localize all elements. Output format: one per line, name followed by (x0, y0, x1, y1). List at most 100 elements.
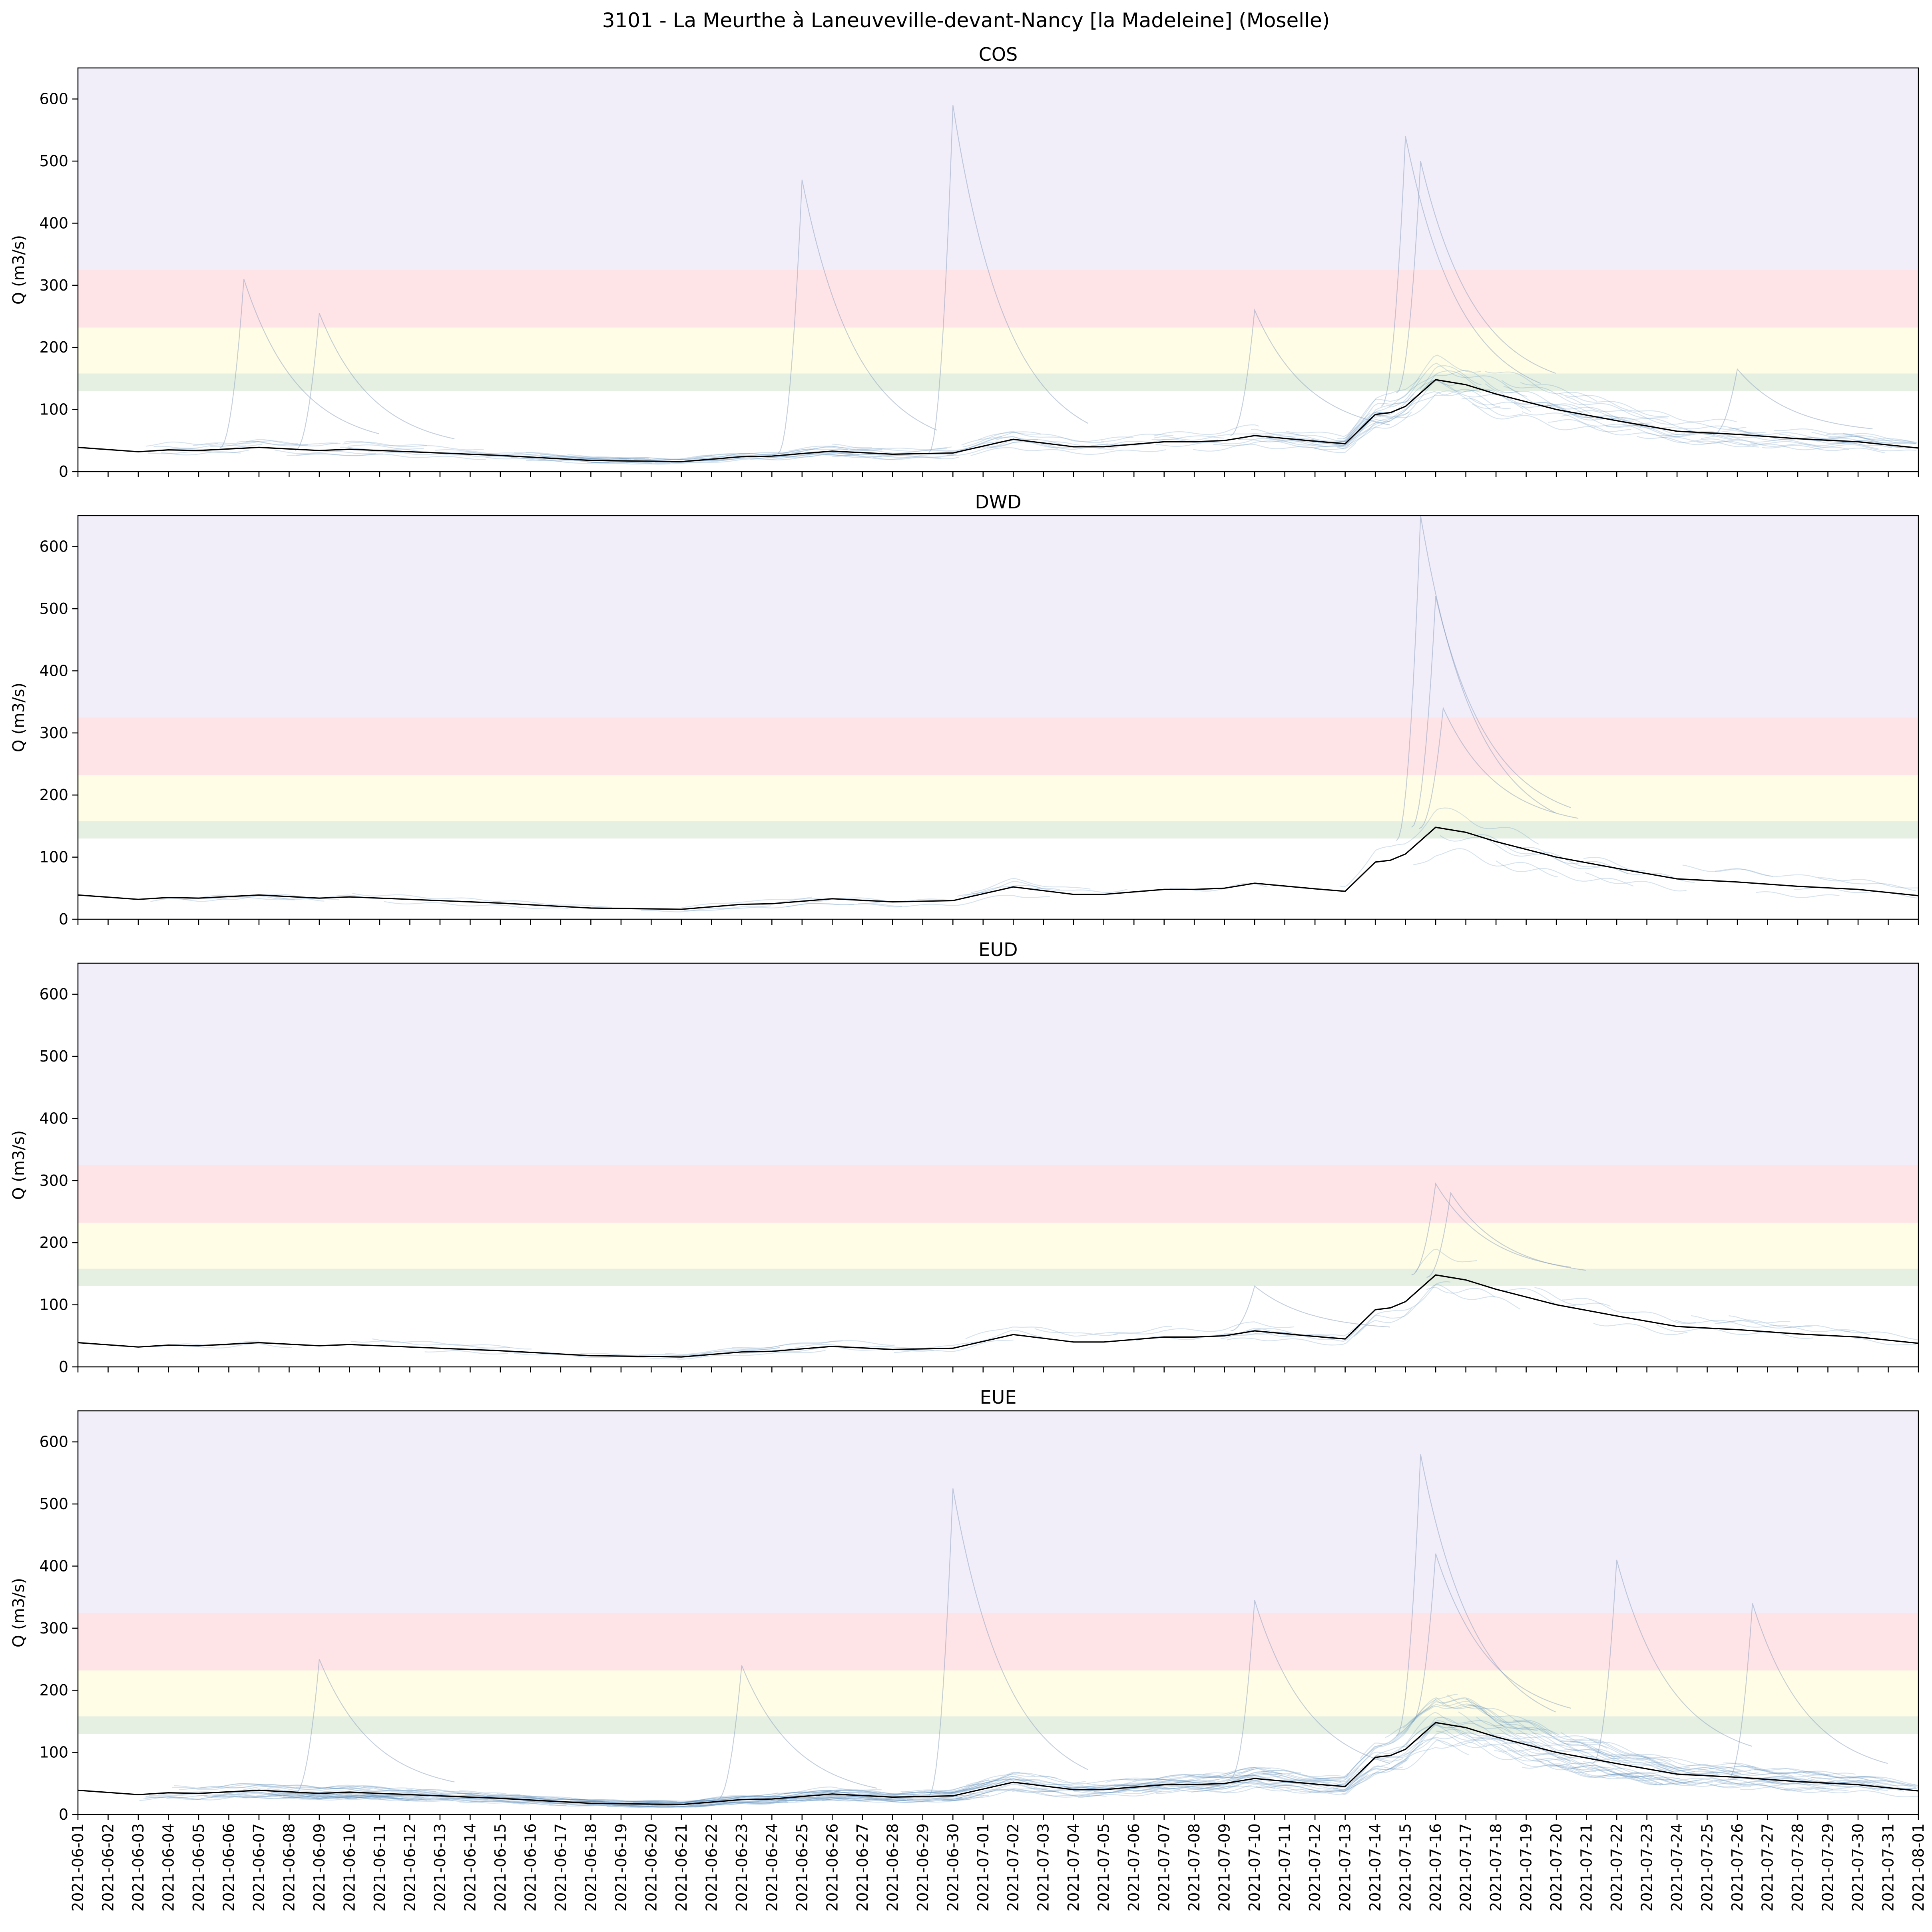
ensemble-member (940, 1790, 1104, 1801)
ensemble-member (1341, 1765, 1403, 1794)
ensemble-spike (1396, 1454, 1556, 1737)
ensemble-member (210, 441, 308, 447)
ensemble-member (558, 1798, 677, 1802)
ensemble-member (330, 1788, 482, 1797)
ensemble-member (193, 440, 338, 446)
x-tick-label: 2021-06-17 (552, 1823, 570, 1912)
ensemble-member (957, 881, 1127, 897)
x-tick-label: 2021-06-15 (492, 1823, 509, 1912)
ensemble-member (374, 1788, 436, 1793)
ensemble-member (571, 457, 651, 461)
ensemble-member (1559, 393, 1737, 422)
ensemble-forecasts (154, 1182, 1918, 1360)
ensemble-member (784, 1786, 882, 1794)
ensemble-member (612, 1799, 797, 1808)
ensemble-member (750, 452, 957, 460)
ensemble-member (436, 1797, 610, 1805)
threshold-band-2 (78, 270, 1918, 328)
ensemble-member (1484, 1743, 1596, 1772)
panel-frame (77, 1410, 1919, 1815)
ensemble-member (1548, 1761, 1751, 1787)
ensemble-member (522, 1800, 653, 1806)
ensemble-member (1119, 1774, 1221, 1781)
ensemble-member (1611, 1772, 1702, 1784)
ensemble-member (1601, 1776, 1663, 1785)
x-tick-label: 2021-06-23 (733, 1823, 751, 1912)
ensemble-spike (219, 279, 379, 449)
ensemble-member (1701, 435, 1879, 449)
ensemble-member (1413, 848, 1558, 878)
ensemble-member (579, 1797, 746, 1804)
ensemble-member (1404, 1729, 1488, 1755)
ensemble-member (832, 444, 952, 450)
panel-frame (77, 515, 1919, 920)
ensemble-member (900, 1771, 1020, 1793)
ensemble-spike (1592, 1560, 1752, 1764)
ensemble-spike (928, 1488, 1088, 1797)
panel-frame (77, 67, 1919, 472)
ensemble-member (822, 1795, 964, 1801)
ensemble-member (347, 444, 424, 450)
ensemble-member (943, 1789, 1056, 1801)
ensemble-member (1074, 1780, 1262, 1795)
ensemble-spike (1381, 136, 1541, 407)
ensemble-member (1034, 1328, 1118, 1336)
ensemble-member (694, 1803, 771, 1808)
ensemble-member (492, 900, 612, 908)
ensemble-member (1405, 1723, 1594, 1759)
threshold-band-0 (78, 373, 1918, 391)
ensemble-member (1076, 1775, 1271, 1790)
ensemble-member (1485, 383, 1634, 422)
ensemble-member (1784, 1787, 1918, 1797)
ensemble-member (970, 447, 1166, 456)
ensemble-member (1762, 445, 1885, 454)
ensemble-member (174, 1783, 327, 1789)
ensemble-member (1513, 846, 1695, 883)
ensemble-member (549, 1803, 727, 1808)
x-tick-label: 2021-06-05 (190, 1823, 207, 1912)
ensemble-member (1013, 1783, 1220, 1794)
ensemble-member (218, 1783, 378, 1789)
x-tick-label: 2021-06-25 (793, 1823, 811, 1912)
x-tick-label: 2021-07-27 (1759, 1823, 1777, 1912)
ensemble-member (424, 1350, 508, 1355)
y-tick-label: 400 (39, 1557, 68, 1575)
ensemble-member (677, 1350, 826, 1360)
x-tick-label: 2021-06-10 (341, 1823, 358, 1912)
ensemble-member (684, 903, 854, 911)
x-tick-label: 2021-06-30 (944, 1823, 962, 1912)
ensemble-member (962, 1779, 1129, 1792)
ensemble-member (771, 1795, 930, 1801)
x-tick-label: 2021-06-11 (371, 1823, 388, 1912)
ensemble-member (274, 449, 376, 454)
ensemble-member (1155, 1777, 1297, 1788)
ensemble-member (1595, 1748, 1751, 1772)
panel-eud: EUD 0 100 200 300 400 500 600 Q (m3/s) (10, 939, 1919, 1376)
x-tick-label: 2021-07-11 (1276, 1823, 1294, 1912)
ensemble-member (288, 1796, 357, 1800)
threshold-band-3 (78, 1411, 1918, 1613)
y-axis-label: Q (m3/s) (10, 1130, 28, 1200)
ensemble-member (200, 1784, 370, 1790)
ensemble-member (778, 1793, 974, 1801)
threshold-band-1 (78, 1670, 1918, 1717)
ensemble-member (1113, 1775, 1281, 1786)
x-tick-label: 2021-06-08 (280, 1823, 298, 1912)
ensemble-member (1605, 424, 1740, 440)
ensemble-member (243, 1786, 399, 1792)
ensemble-member (1285, 377, 1420, 437)
ensemble-member (816, 1798, 972, 1803)
ensemble-member (965, 1326, 1172, 1339)
ensemble-member (836, 1789, 938, 1795)
ensemble-member (825, 447, 989, 458)
ensemble-member (640, 905, 771, 912)
ensemble-member (618, 454, 735, 460)
panel-eue: EUE 0 100 200 300 400 500 600 Q (m3/s) 2021-06-01… (10, 1386, 1927, 1912)
ensemble-member (1657, 1325, 1813, 1339)
ensemble-member (1566, 1744, 1759, 1775)
ensemble-member (465, 1794, 596, 1802)
y-tick-label: 500 (39, 1495, 68, 1513)
ensemble-member (1557, 1757, 1680, 1781)
threshold-band-0 (78, 821, 1918, 839)
ensemble-member (1148, 1768, 1283, 1781)
